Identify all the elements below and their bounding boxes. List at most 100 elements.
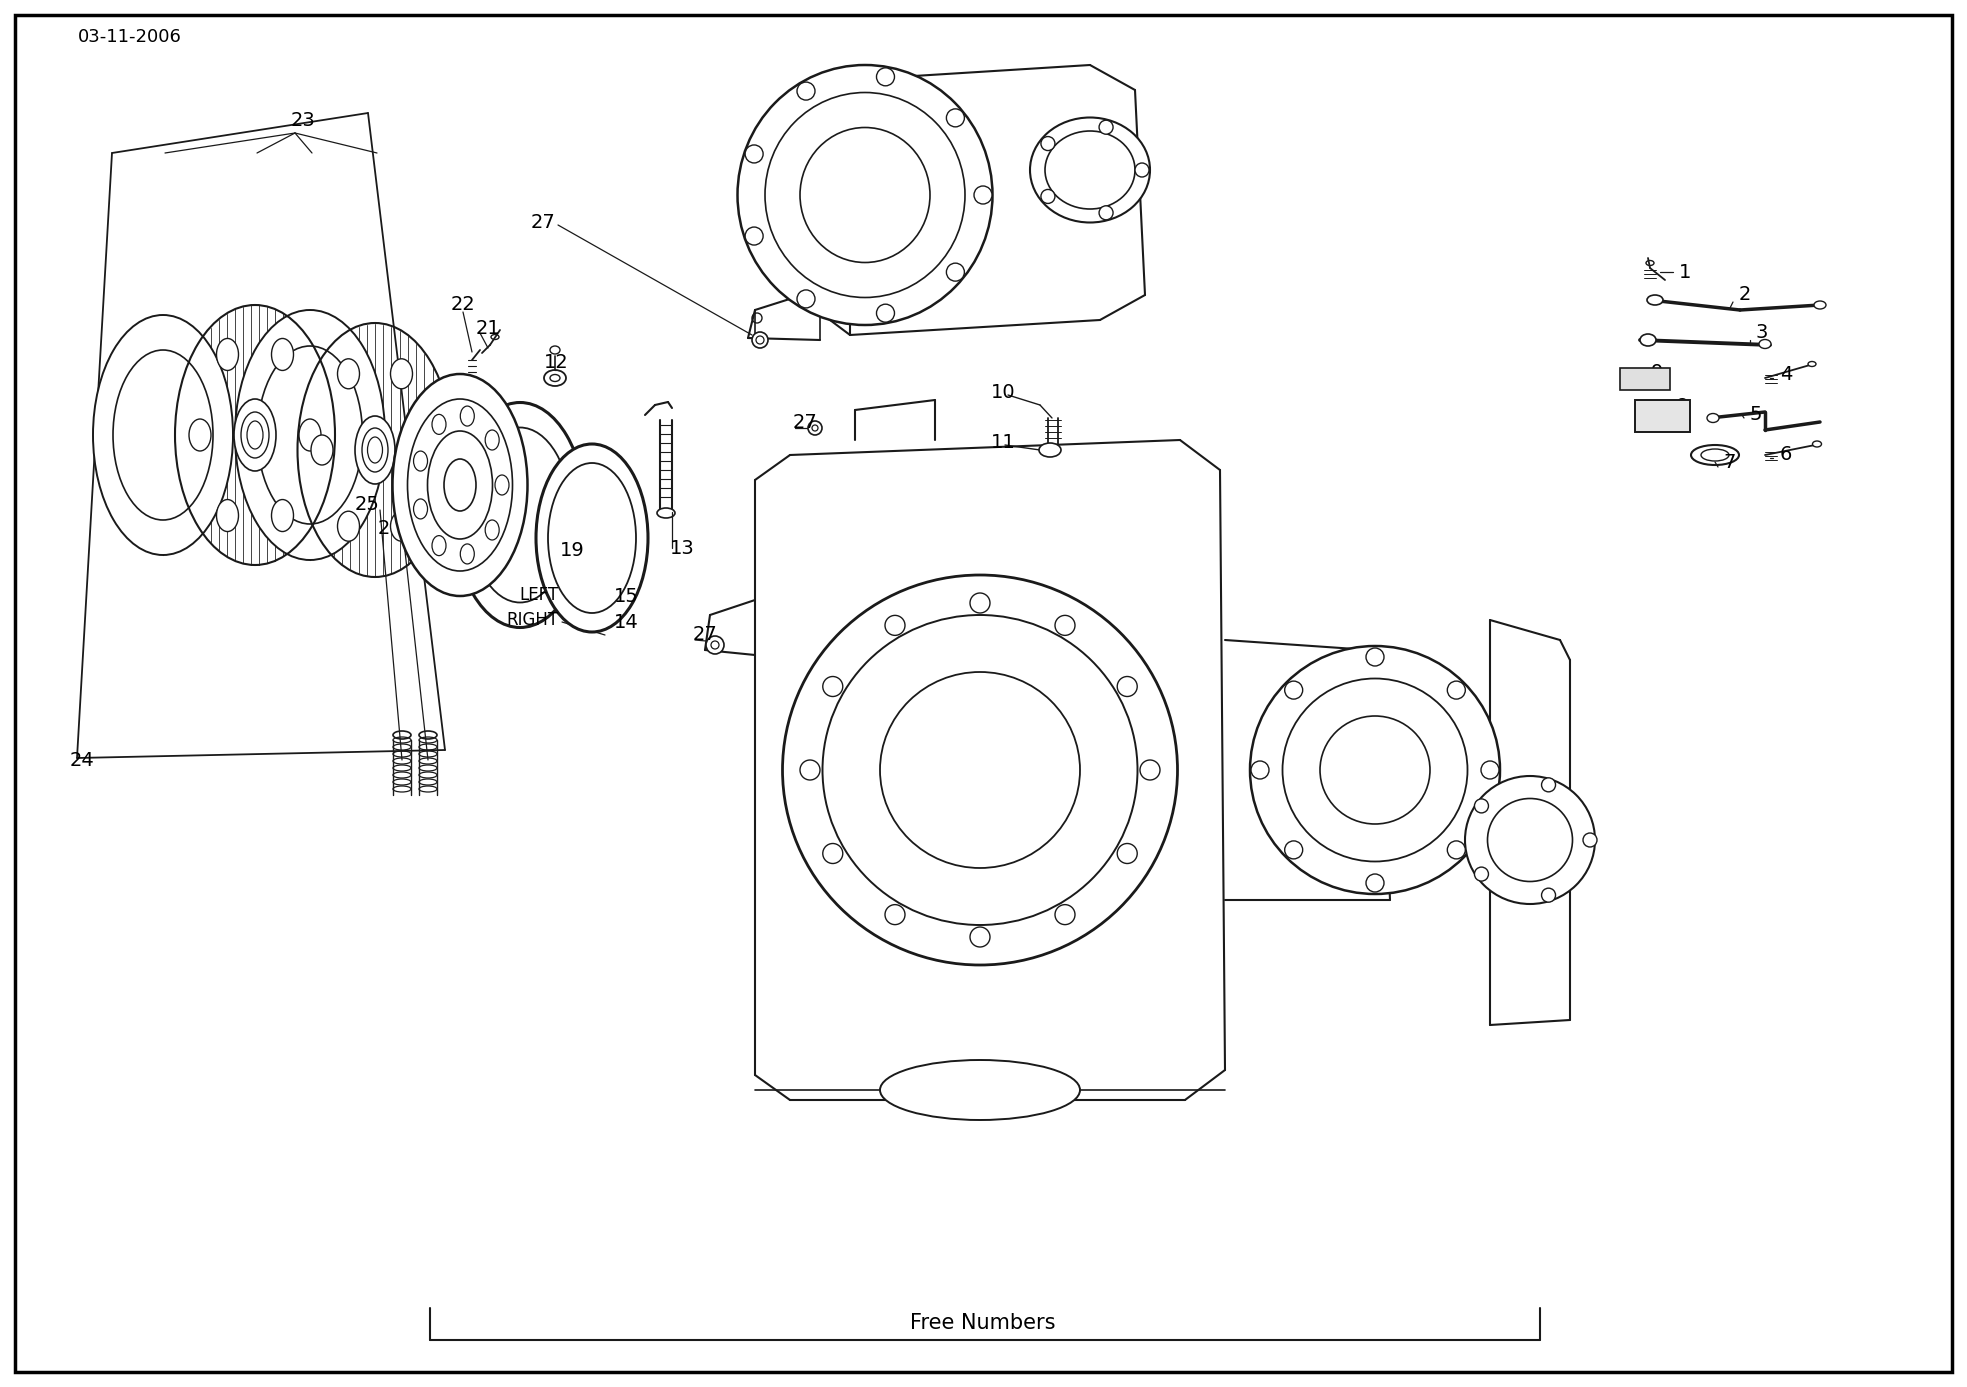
Ellipse shape [822,614,1137,925]
Circle shape [877,68,895,86]
Ellipse shape [1646,295,1662,305]
Text: 25: 25 [354,495,380,515]
Text: 22: 22 [450,295,476,315]
Ellipse shape [801,128,930,262]
Text: 5: 5 [1751,405,1762,424]
Circle shape [1475,799,1489,813]
Circle shape [1542,888,1556,902]
Text: 12: 12 [543,354,568,373]
Ellipse shape [433,415,447,434]
Ellipse shape [1808,362,1816,366]
Ellipse shape [738,65,993,325]
Ellipse shape [1044,130,1135,209]
Text: 8: 8 [1676,398,1688,416]
Ellipse shape [454,402,586,627]
Circle shape [801,760,820,779]
Circle shape [1365,874,1385,892]
Circle shape [1251,761,1269,779]
Ellipse shape [549,463,635,613]
Text: 03-11-2006: 03-11-2006 [79,28,181,46]
Circle shape [1117,843,1137,864]
Text: 20: 20 [423,501,448,520]
Ellipse shape [545,370,566,386]
Ellipse shape [413,499,427,519]
Ellipse shape [189,419,210,451]
Ellipse shape [460,544,474,565]
Text: RIGHT: RIGHT [506,612,559,628]
Ellipse shape [445,459,476,510]
Text: 27: 27 [531,212,555,232]
Ellipse shape [535,444,647,632]
Text: 24: 24 [69,750,94,770]
Circle shape [1583,834,1597,847]
Text: 11: 11 [991,434,1015,452]
Circle shape [1135,164,1149,178]
Circle shape [1041,136,1054,151]
Circle shape [974,186,991,204]
Text: LEFT: LEFT [519,585,559,603]
Ellipse shape [460,406,474,426]
Circle shape [745,227,763,245]
Circle shape [745,146,763,162]
Circle shape [1117,677,1137,696]
Ellipse shape [1282,678,1467,861]
Circle shape [1141,760,1161,779]
Circle shape [808,422,822,436]
Circle shape [877,304,895,322]
Circle shape [1284,841,1302,859]
Bar [1635,399,1690,431]
Ellipse shape [417,436,439,465]
Circle shape [1448,681,1465,699]
Text: 3: 3 [1757,323,1768,343]
Text: Free Numbers: Free Numbers [911,1313,1056,1333]
Circle shape [822,843,842,864]
Ellipse shape [311,436,332,465]
Ellipse shape [496,474,509,495]
Ellipse shape [468,427,570,602]
Circle shape [970,594,989,613]
Ellipse shape [299,419,321,451]
Ellipse shape [1758,340,1770,348]
Text: 15: 15 [614,588,639,606]
Text: 18: 18 [482,516,507,534]
Ellipse shape [242,412,269,458]
Ellipse shape [92,315,232,555]
Ellipse shape [362,429,387,472]
Circle shape [1284,681,1302,699]
Circle shape [885,904,905,925]
Text: 7: 7 [1723,452,1737,472]
Ellipse shape [248,422,264,449]
Text: 6: 6 [1780,445,1792,465]
Text: 1: 1 [1678,262,1692,282]
Ellipse shape [1039,442,1060,456]
Ellipse shape [1487,799,1572,882]
Circle shape [751,331,767,348]
Ellipse shape [391,512,413,541]
Ellipse shape [338,359,360,388]
Ellipse shape [234,311,386,560]
Circle shape [797,82,814,100]
Circle shape [1448,841,1465,859]
Text: 19: 19 [561,541,584,559]
Ellipse shape [112,350,212,520]
Ellipse shape [234,399,275,472]
Ellipse shape [271,338,293,370]
Ellipse shape [216,499,238,531]
Text: 21: 21 [476,319,500,337]
Text: 26: 26 [378,519,403,538]
Circle shape [706,637,724,655]
Ellipse shape [783,576,1178,965]
Ellipse shape [427,431,492,540]
Circle shape [822,677,842,696]
Ellipse shape [1701,449,1729,460]
Text: 9: 9 [1650,363,1664,383]
Circle shape [1054,904,1076,925]
Circle shape [946,264,964,282]
Ellipse shape [551,345,561,354]
Text: 23: 23 [291,111,315,129]
Circle shape [1481,761,1499,779]
Circle shape [1100,121,1113,135]
Circle shape [1054,616,1076,635]
Ellipse shape [354,416,395,484]
Bar [1621,368,1670,390]
